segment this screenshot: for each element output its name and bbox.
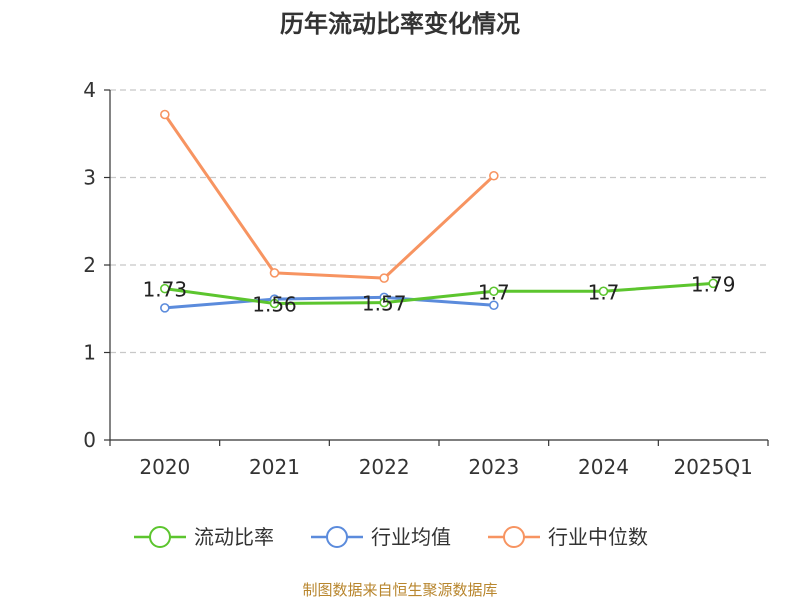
- data-label: 1.7: [588, 280, 620, 304]
- axes: 0 1 2 3 4 2020 2021 2022 2023 2024 2025Q1: [83, 78, 769, 479]
- data-label: 1.56: [252, 293, 297, 317]
- legend-label: 行业均值: [371, 525, 451, 549]
- legend-label: 流动比率: [194, 525, 274, 549]
- data-source-note: 制图数据来自恒生聚源数据库: [302, 581, 497, 599]
- data-point: [379, 297, 389, 308]
- y-tick-label: 2: [83, 253, 96, 277]
- data-point: [269, 298, 280, 309]
- data-point: [598, 286, 609, 297]
- data-labels: 1.73 1.56 1.57 1.7 1.7 1.79: [143, 272, 736, 316]
- x-tick-label: 2023: [468, 455, 519, 479]
- data-point: [489, 300, 499, 311]
- x-tick-label: 2025Q1: [673, 455, 752, 479]
- data-point: [269, 268, 280, 278]
- data-label: 1.79: [691, 272, 736, 296]
- series-lines: [160, 109, 718, 313]
- data-point: [160, 283, 170, 294]
- data-label: 1.7: [478, 280, 510, 304]
- data-label: 1.57: [362, 292, 407, 316]
- data-label: 1.73: [143, 278, 188, 302]
- series-line: [164, 295, 494, 310]
- x-tick-label: 2021: [249, 455, 300, 479]
- legend-marker-icon: [326, 526, 348, 548]
- legend-item[interactable]: 流动比率: [134, 525, 274, 549]
- x-tick-label: 2022: [359, 455, 410, 479]
- legend-marker-icon: [149, 526, 171, 548]
- x-tick-label: 2024: [578, 455, 629, 479]
- y-tick-label: 1: [83, 341, 96, 365]
- data-point: [708, 278, 718, 289]
- data-point: [379, 273, 389, 283]
- y-tick-label: 0: [83, 428, 96, 452]
- series-line: [164, 281, 714, 305]
- chart-title: 历年流动比率变化情况: [280, 10, 520, 38]
- legend-label: 行业中位数: [548, 525, 648, 549]
- y-tick-label: 4: [83, 78, 96, 102]
- legend[interactable]: 流动比率 行业均值 行业中位数: [134, 525, 648, 549]
- legend-item[interactable]: 行业均值: [311, 525, 451, 549]
- series-line: [163, 113, 495, 280]
- data-point: [160, 303, 170, 313]
- legend-marker-icon: [503, 526, 525, 548]
- legend-item[interactable]: 行业中位数: [488, 525, 648, 549]
- data-point: [489, 286, 499, 297]
- data-point: [489, 170, 499, 181]
- y-tick-label: 3: [83, 166, 96, 190]
- x-tick-label: 2020: [139, 455, 190, 479]
- data-point: [160, 109, 170, 120]
- grid-lines: [110, 89, 768, 354]
